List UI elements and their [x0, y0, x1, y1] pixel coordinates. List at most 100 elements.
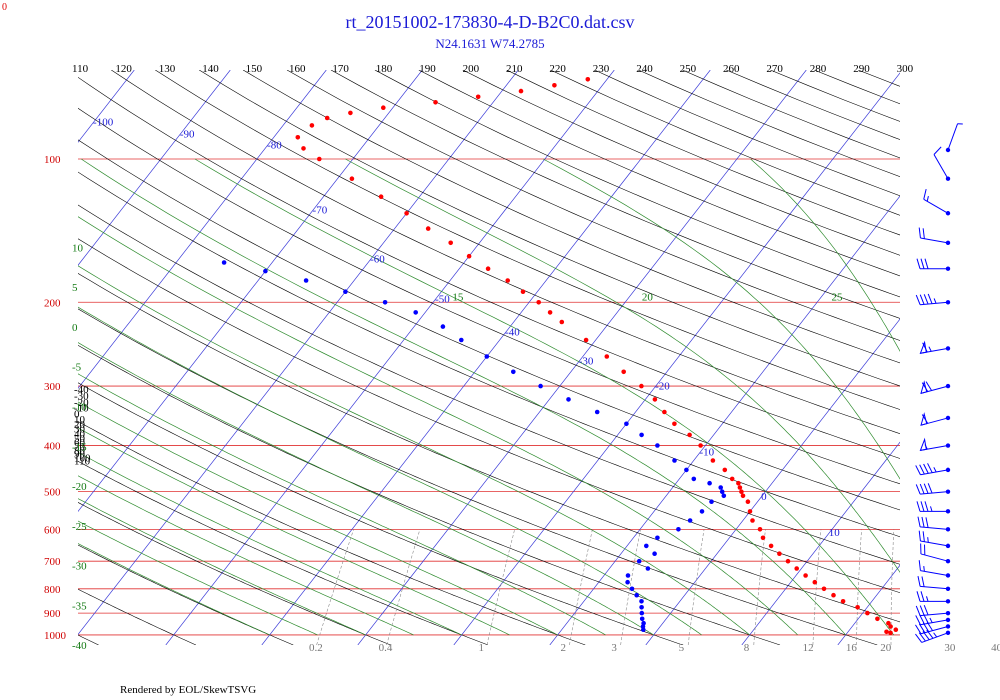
temperature-point [777, 551, 782, 556]
wind-barb-flag [915, 633, 923, 643]
wind-barb-staff [920, 491, 949, 495]
temperature-point [855, 605, 860, 610]
dry-adiabat-label: 80 [74, 445, 86, 457]
dewpoint-point [641, 620, 646, 626]
moist-adiabat-line [78, 475, 414, 636]
isobar-label: 100 [44, 154, 61, 166]
moist-adiabat-label: -25 [72, 521, 87, 533]
wind-barb-flag [915, 605, 921, 616]
temperature-point [559, 319, 565, 325]
wind-barb-flag [919, 483, 925, 494]
moist-adiabat-line [81, 158, 846, 636]
wind-barb-flag [921, 516, 925, 528]
temperature-point [840, 599, 846, 604]
wind-barb [915, 463, 951, 476]
wind-barb-flag [915, 615, 921, 626]
dry-adiabat-line [330, 70, 900, 319]
isotherm-line [453, 72, 900, 645]
wind-barb-half-flag [929, 617, 933, 623]
temperature-point [621, 369, 626, 375]
dewpoint-point [709, 499, 714, 505]
wind-barb-flag [927, 293, 933, 304]
temperature-point [794, 566, 799, 571]
temperature-point [893, 627, 899, 632]
mixing-ratio-label: 0.2 [309, 642, 323, 654]
wind-barb-staff [923, 198, 949, 214]
wind-barb-flag [919, 614, 925, 625]
mixing-ratio-label: 1 [478, 642, 484, 654]
temperature-point [639, 383, 644, 389]
mixing-ratio-label: 2 [561, 642, 567, 654]
isotherm-label: -90 [180, 128, 195, 140]
footer-credit: Rendered by EOL/SkewTSVG [120, 684, 256, 696]
wind-barb [920, 412, 951, 426]
temperature-point [475, 94, 481, 100]
dry-adiabat-line [199, 70, 900, 387]
temperature-point [552, 83, 557, 88]
temperature-point [865, 610, 870, 616]
dewpoint-point [707, 480, 712, 486]
wind-barb [919, 437, 951, 452]
isotherm-line [78, 70, 423, 512]
wind-barb-half-flag [926, 596, 929, 602]
wind-barb-flag [915, 624, 922, 634]
dewpoint-point [639, 432, 644, 438]
wind-barb-staff [920, 469, 949, 476]
dry-adiabat-label: -40 [74, 384, 89, 396]
moist-adiabat-label: 5 [72, 282, 78, 294]
dry-adiabat-line [814, 70, 900, 105]
moist-adiabat-label: -35 [72, 600, 87, 612]
isotherm-label: -80 [267, 139, 282, 151]
wind-barb [916, 501, 951, 514]
dry-adiabat-line [78, 273, 900, 623]
isotherm-label: -40 [505, 327, 520, 339]
wind-barb-half-flag [933, 467, 937, 473]
isotherm-label: -30 [579, 355, 594, 367]
temperature-point [875, 616, 880, 622]
isobar-label: 300 [44, 381, 61, 393]
top-axis-tick-label: 220 [549, 63, 566, 75]
dewpoint-point [645, 566, 651, 571]
dry-adiabat-label: 100 [74, 452, 91, 464]
wind-barb-staff [920, 526, 949, 530]
dewpoint-point [440, 324, 446, 329]
temperature-point [381, 105, 386, 110]
dry-adiabat-line [242, 70, 900, 364]
temperature-point [768, 543, 774, 549]
wind-barb-flag [922, 228, 925, 239]
dewpoint-point [691, 476, 697, 482]
wind-barb-half-flag [926, 196, 929, 202]
mixing-ratio-label: 30 [944, 642, 956, 654]
temperature-point [884, 629, 889, 635]
wind-barb-flag [926, 629, 934, 639]
dewpoint-point [655, 443, 660, 448]
dry-adiabat-line [78, 139, 900, 511]
wind-barb-half-flag [923, 566, 925, 572]
dry-adiabat-label: 60 [74, 437, 86, 449]
isobar-label: 900 [44, 608, 61, 620]
dewpoint-point [644, 543, 649, 549]
wind-barb-flag [920, 258, 925, 269]
mixing-ratio-line [386, 529, 421, 645]
wind-barb [933, 146, 951, 181]
wind-barb-flag [924, 258, 929, 269]
wind-barb-half-flag [924, 444, 928, 450]
temperature-point [348, 110, 353, 116]
wind-barb-staff [933, 154, 949, 179]
wind-barb-flag [927, 463, 933, 473]
isotherm-line [741, 441, 900, 645]
wind-barb [915, 604, 951, 617]
moist-adiabat-label: -20 [72, 481, 87, 493]
wind-barb-flag [916, 258, 921, 269]
wind-barb-staff [920, 625, 949, 635]
dry-adiabat-line [550, 70, 900, 216]
isotherm-label: -20 [655, 381, 670, 393]
dry-adiabat-label: 90 [74, 449, 86, 461]
temperature-point [404, 211, 409, 216]
dry-adiabat-label: 20 [74, 419, 86, 431]
temperature-point [739, 489, 744, 495]
dry-adiabat-label: -20 [74, 397, 89, 409]
isotherm-line [837, 564, 900, 645]
moist-adiabat-label: 25 [832, 291, 844, 303]
dry-adiabat-line [78, 344, 781, 645]
